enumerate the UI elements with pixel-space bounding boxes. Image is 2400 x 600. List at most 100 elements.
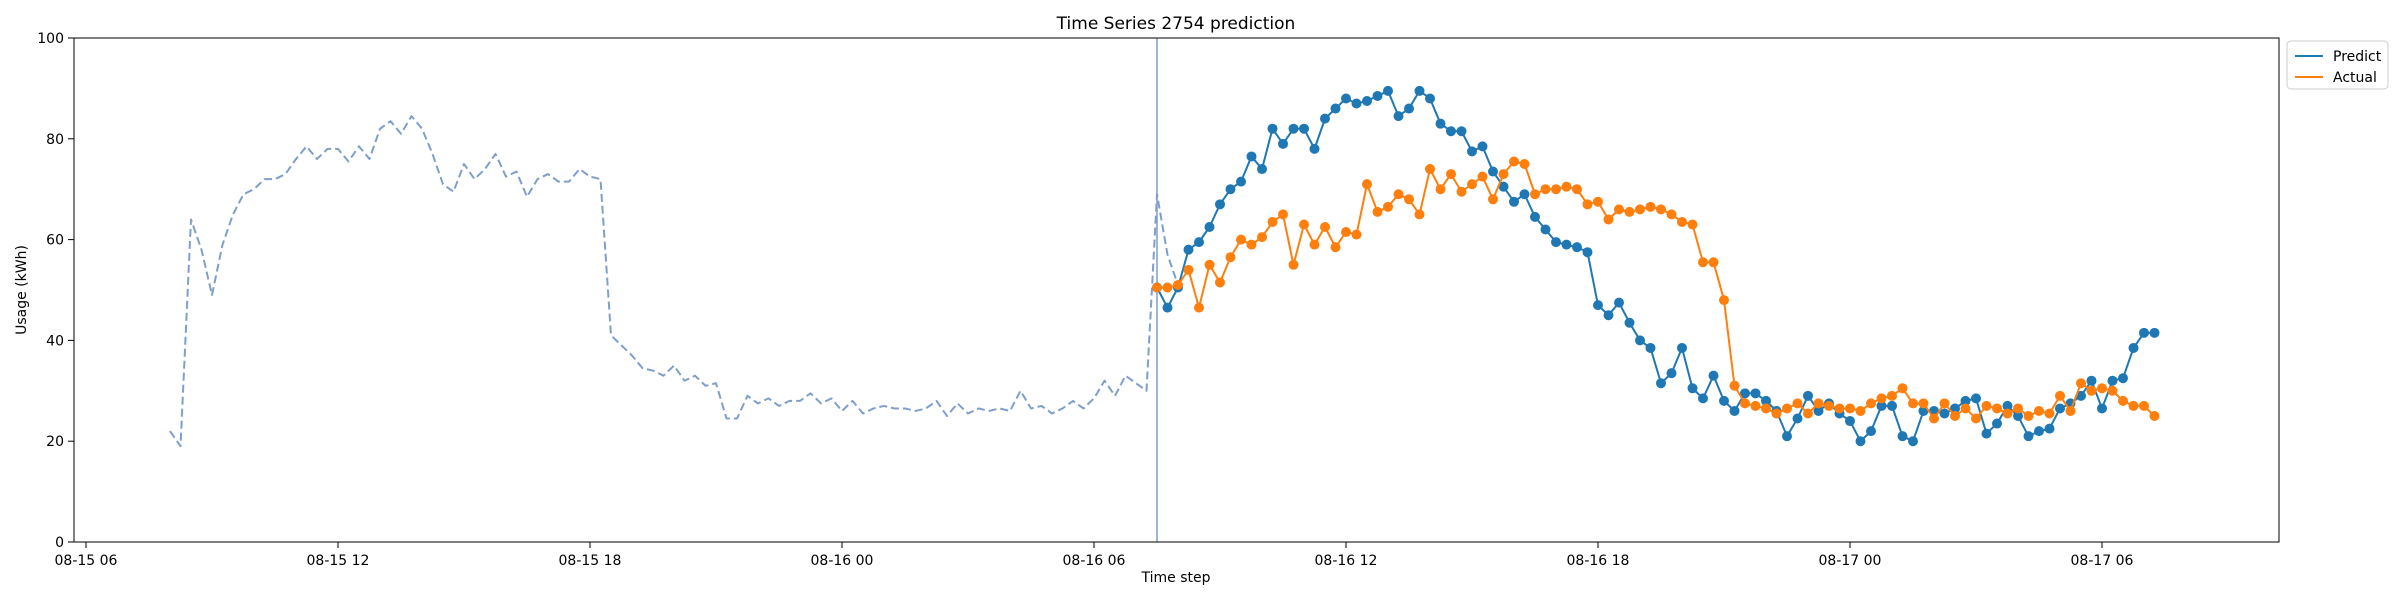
predict-point (1194, 237, 1204, 248)
predict-point (2076, 390, 2086, 401)
actual-point (1257, 232, 1267, 243)
predict-point (1729, 405, 1740, 416)
predict-point (1950, 403, 1960, 414)
actual-point (1236, 234, 1246, 245)
predict-point (1215, 199, 1225, 210)
actual-point (1708, 257, 1719, 268)
actual-point (2086, 385, 2097, 396)
predict-point (1414, 85, 1425, 96)
actual-point (1488, 194, 1498, 205)
actual-point (1960, 403, 1971, 414)
predict-point (1435, 118, 1446, 129)
predict-point (1236, 176, 1246, 187)
actual-point (1530, 189, 1540, 200)
actual-point (1383, 201, 1393, 212)
x-tick-label: 08-15 12 (307, 553, 370, 569)
predict-point (1320, 113, 1330, 124)
predict-point (1624, 317, 1635, 328)
predict-point (1204, 222, 1215, 232)
actual-point (1582, 199, 1593, 210)
actual-point (1918, 398, 1929, 409)
actual-point (1939, 398, 1950, 409)
predict-point (1372, 90, 1383, 101)
predict-point (1656, 378, 1666, 389)
predict-point (1488, 166, 1498, 177)
predict-point (1939, 408, 1950, 419)
actual-point (1981, 400, 1992, 411)
x-tick-label: 08-17 00 (1819, 553, 1882, 569)
legend: Predict Actual (2286, 40, 2389, 90)
predict-point (2149, 327, 2160, 338)
predict-point (1876, 400, 1887, 411)
actual-point (1162, 282, 1173, 293)
actual-point (1278, 209, 1288, 220)
actual-point (1341, 227, 1351, 238)
predict-point (1593, 300, 1603, 311)
actual-point (2013, 403, 2023, 414)
predict-point (1677, 342, 1687, 353)
actual-point (1215, 277, 1225, 288)
predict-point (1383, 85, 1393, 96)
actual-point (1855, 405, 1866, 416)
predict-point (1803, 390, 1813, 401)
actual-point (2002, 408, 2013, 419)
predict-point (1887, 400, 1897, 411)
predict-point (1750, 388, 1761, 399)
predict-point (2055, 403, 2065, 414)
predict-point (1551, 237, 1561, 248)
predict-point (1257, 164, 1267, 175)
predict-point (1540, 224, 1551, 235)
actual-point (1729, 380, 1740, 391)
actual-point (1152, 282, 1162, 293)
predict-point (1782, 431, 1792, 442)
predict-point (1992, 418, 2002, 429)
actual-point (1467, 179, 1477, 190)
actual-point (1414, 209, 1425, 220)
actual-point (1824, 400, 1834, 411)
predict-point (1845, 416, 1855, 427)
y-tick-label: 100 (37, 31, 64, 47)
predict-point (1278, 138, 1288, 149)
actual-point (1929, 413, 1939, 424)
predict-point (1362, 96, 1372, 106)
predict-point (1351, 98, 1362, 109)
predict-point (2013, 411, 2023, 421)
actual-point (2023, 411, 2034, 421)
predict-point (1498, 181, 1509, 192)
predict-point (2118, 373, 2128, 384)
predict-point (2139, 327, 2149, 338)
chart-title: Time Series 2754 prediction (1056, 14, 1296, 34)
y-tick-label: 80 (46, 132, 64, 148)
y-tick-label: 40 (46, 333, 64, 349)
actual-point (1246, 239, 1257, 250)
predict-point (1698, 393, 1708, 404)
predict-point (2002, 400, 2013, 411)
predict-point (1897, 431, 1908, 442)
legend-predict-label: Predict (2333, 49, 2382, 65)
actual-point (1540, 184, 1551, 195)
actual-point (2128, 400, 2139, 411)
actual-point (1603, 214, 1614, 225)
predict-point (1519, 189, 1530, 200)
actual-point (1876, 393, 1887, 404)
axes: 08-15 06 08-15 12 08-15 18 08-16 00 08-16 06… (37, 31, 2133, 569)
x-tick-label: 08-16 06 (1063, 553, 1126, 569)
predict-point (2128, 342, 2139, 353)
predict-point (1666, 368, 1677, 379)
actual-point (2107, 385, 2118, 396)
predict-point (1299, 123, 1309, 134)
predict-point (2107, 375, 2118, 386)
actual-point (1677, 216, 1687, 227)
actual-point (1897, 383, 1908, 394)
actual-point (1351, 229, 1362, 240)
predict-point (1708, 370, 1719, 381)
actual-point (1404, 194, 1414, 205)
actual-point (1183, 264, 1194, 275)
actual-point (1813, 398, 1824, 409)
actual-point (2118, 395, 2128, 406)
actual-point (1782, 403, 1792, 414)
predict-point (1603, 310, 1614, 321)
history-line (169, 115, 1179, 448)
actual-point (1372, 206, 1383, 217)
predict-point (1855, 436, 1866, 447)
